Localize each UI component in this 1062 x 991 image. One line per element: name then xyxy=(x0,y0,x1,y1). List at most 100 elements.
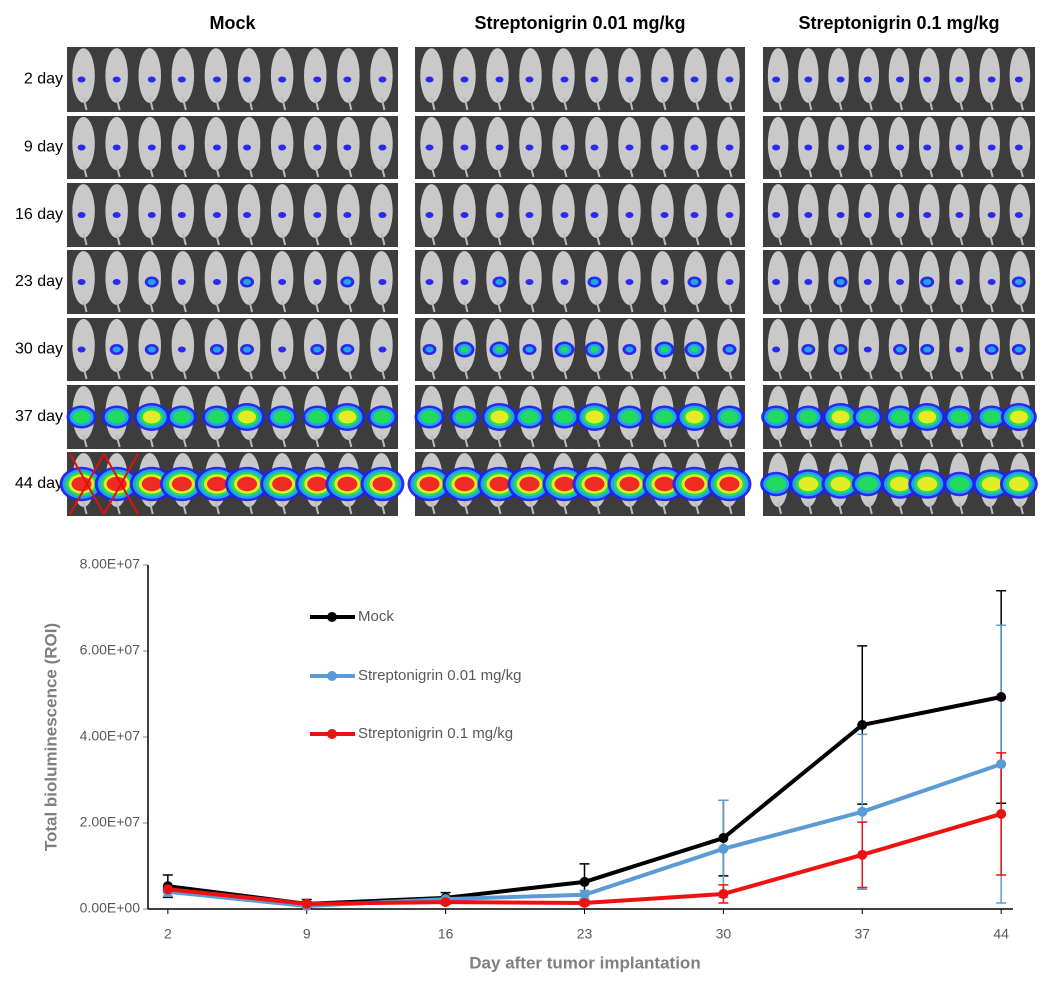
tail xyxy=(777,165,783,178)
mouse xyxy=(888,251,910,305)
tail xyxy=(148,232,154,246)
tail xyxy=(928,434,934,448)
y-tick-label: 4.00E+07 xyxy=(80,728,141,744)
mouse xyxy=(453,184,476,238)
tail xyxy=(628,165,634,178)
mouse xyxy=(918,184,940,238)
mouse xyxy=(858,48,880,103)
signal xyxy=(273,410,292,424)
x-tick-label: 16 xyxy=(438,926,454,942)
tail xyxy=(867,367,873,380)
signal xyxy=(343,212,352,218)
mouse xyxy=(767,251,789,305)
signal xyxy=(1008,476,1029,492)
signal xyxy=(585,410,604,424)
tail xyxy=(281,165,287,178)
signal xyxy=(378,76,387,83)
signal xyxy=(836,144,845,151)
point xyxy=(996,808,1007,819)
signal xyxy=(147,279,156,285)
signal xyxy=(338,410,357,424)
tail xyxy=(988,97,994,111)
signal xyxy=(955,144,964,151)
signal xyxy=(725,76,734,83)
column-header: Streptonigrin 0.01 mg/kg xyxy=(474,13,685,33)
signal xyxy=(560,212,569,218)
mouse xyxy=(420,251,443,305)
tail xyxy=(148,501,154,515)
signal xyxy=(804,346,813,353)
tail xyxy=(248,97,254,111)
tail xyxy=(694,367,700,380)
tail xyxy=(181,232,187,246)
mouse xyxy=(767,319,789,372)
tail xyxy=(82,97,88,111)
tail xyxy=(496,232,502,246)
signal xyxy=(987,346,996,353)
signal xyxy=(725,144,734,151)
tail xyxy=(661,97,667,111)
tail xyxy=(694,501,700,515)
tail xyxy=(214,299,220,313)
tail xyxy=(496,299,502,313)
signal xyxy=(520,410,539,424)
signal xyxy=(177,76,186,83)
mouse xyxy=(370,184,393,238)
legend-label: Streptonigrin 0.1 mg/kg xyxy=(358,725,514,742)
mouse xyxy=(171,184,195,238)
row-label: 30 day xyxy=(15,341,63,358)
tail xyxy=(837,501,843,515)
signal xyxy=(690,144,699,151)
tail xyxy=(595,434,601,448)
signal xyxy=(772,76,781,83)
tail xyxy=(988,299,994,313)
signal xyxy=(112,346,121,353)
mouse xyxy=(171,117,195,170)
mouse xyxy=(918,48,940,103)
signal xyxy=(554,476,575,492)
signal xyxy=(243,279,252,285)
signal xyxy=(857,476,878,492)
signal xyxy=(77,212,86,218)
point xyxy=(857,806,868,817)
tail xyxy=(988,232,994,246)
tail xyxy=(777,97,783,111)
mouse xyxy=(979,251,1000,305)
mouse xyxy=(519,184,542,238)
mouse xyxy=(337,117,360,170)
tail xyxy=(430,299,436,313)
signal xyxy=(955,212,964,218)
mouse xyxy=(138,48,162,103)
tail xyxy=(314,367,320,380)
tail xyxy=(628,501,634,515)
signal xyxy=(555,410,574,424)
tail xyxy=(562,501,568,515)
tail xyxy=(347,165,353,178)
tail xyxy=(181,367,187,380)
mouse xyxy=(888,48,910,103)
tail xyxy=(958,367,964,380)
tail xyxy=(463,97,469,111)
signal xyxy=(625,144,634,151)
tail xyxy=(777,434,783,448)
signal xyxy=(107,410,126,424)
signal xyxy=(660,144,669,151)
mouse xyxy=(519,251,542,305)
tail xyxy=(148,165,154,178)
signal xyxy=(77,144,86,151)
tail xyxy=(181,165,187,178)
tail xyxy=(867,97,873,111)
tail xyxy=(281,501,287,515)
point xyxy=(718,888,729,899)
tail xyxy=(82,165,88,178)
tail xyxy=(347,367,353,380)
signal xyxy=(177,212,186,218)
x-tick-label: 2 xyxy=(164,926,172,942)
mouse xyxy=(303,117,327,170)
signal xyxy=(923,279,932,285)
point xyxy=(996,759,1007,770)
point xyxy=(301,898,312,909)
signal xyxy=(460,212,469,218)
mouse xyxy=(949,319,970,372)
tail xyxy=(694,299,700,313)
